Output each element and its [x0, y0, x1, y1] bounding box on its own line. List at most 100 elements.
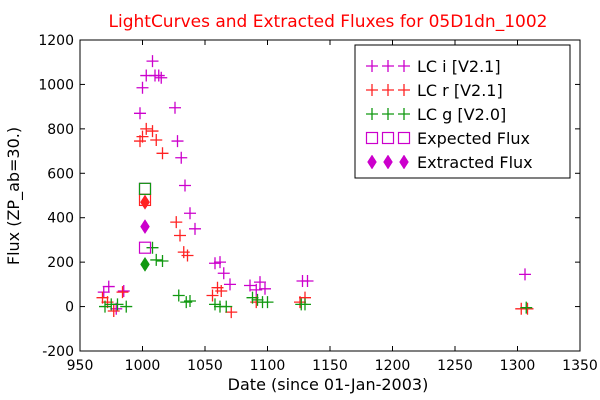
- data-point: [111, 298, 124, 311]
- data-point: [172, 289, 185, 302]
- data-point: [152, 69, 165, 82]
- legend-label: LC i [V2.1]: [417, 57, 501, 76]
- data-point: [136, 81, 149, 94]
- legend-marker: [398, 84, 410, 96]
- y-tick-label: 600: [47, 166, 74, 182]
- legend-marker: [366, 108, 378, 120]
- x-tick-label: 1250: [437, 358, 473, 374]
- y-tick-label: 200: [47, 255, 74, 271]
- data-point: [225, 306, 238, 319]
- data-point: [156, 255, 169, 268]
- data-point: [250, 283, 263, 296]
- legend-label: LC r [V2.1]: [417, 81, 503, 100]
- data-marks: [96, 55, 534, 319]
- data-point: [134, 107, 146, 120]
- data-point: [217, 267, 230, 280]
- y-tick-label: 1200: [38, 33, 74, 49]
- legend-marker: [365, 131, 379, 145]
- data-point: [214, 256, 226, 269]
- data-point: [259, 282, 271, 295]
- data-point: [140, 219, 150, 235]
- data-point: [224, 278, 236, 291]
- data-point: [174, 229, 186, 242]
- data-point: [179, 179, 191, 192]
- x-tick-label: 1100: [250, 358, 286, 374]
- legend-marker: [398, 108, 410, 120]
- data-point: [299, 298, 311, 311]
- legend-marker: [397, 131, 411, 145]
- data-point: [206, 289, 219, 302]
- data-point: [97, 286, 110, 299]
- data-point: [261, 296, 274, 309]
- legend-marker: [382, 108, 394, 120]
- x-axis: 950 1000 1050 1100 1150 1200 1250 1300 1350: [67, 40, 598, 374]
- data-point: [246, 291, 259, 304]
- data-point: [136, 130, 149, 143]
- data-point: [99, 300, 111, 313]
- data-point: [184, 295, 196, 308]
- data-point: [146, 55, 159, 68]
- data-point: [140, 122, 153, 135]
- legend-marker: [366, 84, 378, 96]
- data-point: [209, 298, 221, 311]
- data-point: [209, 257, 221, 270]
- legend-label: LC g [V2.0]: [417, 105, 506, 124]
- data-point: [521, 302, 534, 315]
- data-point: [175, 151, 188, 164]
- legend-marker: [366, 60, 378, 72]
- data-point: [519, 268, 531, 281]
- data-point: [107, 305, 120, 318]
- x-tick-label: 1000: [125, 358, 161, 374]
- chart-title: LightCurves and Extracted Fluxes for 05D…: [109, 12, 548, 32]
- data-point: [116, 286, 129, 299]
- data-point: [102, 280, 115, 293]
- data-point: [301, 275, 314, 288]
- y-tick-label: 800: [47, 122, 74, 138]
- y-axis: -200 0 200 400 600 800 1000 1200: [38, 33, 580, 360]
- data-point: [254, 276, 266, 289]
- legend-marker: [383, 154, 393, 170]
- legend-marker: [367, 154, 377, 170]
- legend-marker: [399, 154, 409, 170]
- data-point: [140, 256, 150, 272]
- legend-marker: [398, 60, 410, 72]
- data-point: [150, 253, 163, 266]
- x-tick-label: 950: [67, 358, 94, 374]
- y-axis-label: Flux (ZP_ab=30.): [4, 127, 24, 265]
- data-point: [138, 241, 152, 254]
- x-axis-label: Date (since 01-Jan-2003): [228, 375, 429, 394]
- y-tick-label: 0: [65, 300, 74, 316]
- x-tick-label: 1300: [500, 358, 536, 374]
- data-point: [220, 300, 233, 313]
- data-point: [155, 71, 168, 84]
- data-point: [146, 241, 159, 254]
- data-point: [215, 285, 228, 298]
- data-point: [138, 182, 152, 195]
- x-tick-label: 1050: [187, 358, 223, 374]
- data-point: [171, 135, 184, 148]
- data-point: [120, 300, 133, 313]
- y-tick-label: -200: [42, 344, 74, 360]
- y-tick-label: 400: [47, 211, 74, 227]
- data-point: [150, 133, 163, 146]
- data-point: [140, 194, 150, 210]
- data-point: [169, 101, 181, 114]
- legend-marker: [382, 60, 394, 72]
- data-point: [189, 222, 201, 235]
- y-tick-label: 1000: [38, 77, 74, 93]
- legend-label: Extracted Flux: [417, 153, 533, 172]
- data-point: [251, 293, 264, 306]
- legend-marker: [381, 131, 395, 145]
- x-tick-label: 1150: [312, 358, 348, 374]
- data-point: [146, 125, 159, 138]
- data-point: [244, 279, 256, 292]
- data-point: [156, 147, 169, 160]
- data-point: [117, 285, 130, 298]
- legend: LC i [V2.1] LC r [V2.1] LC g [V2.0] Expecte…: [354, 44, 571, 179]
- data-point: [520, 301, 533, 314]
- x-tick-label: 1350: [562, 358, 598, 374]
- legend-marker: [382, 84, 394, 96]
- data-point: [170, 216, 183, 229]
- legend-box: [354, 44, 571, 179]
